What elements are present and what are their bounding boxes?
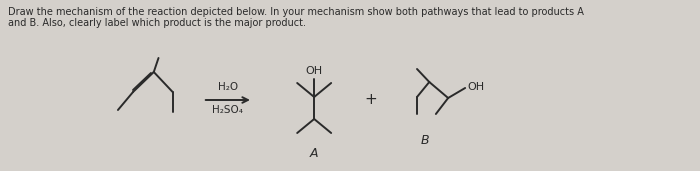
Text: and B. Also, clearly label which product is the major product.: and B. Also, clearly label which product… [8,18,305,28]
Text: OH: OH [306,66,323,76]
Text: A: A [310,147,319,160]
Text: B: B [420,134,429,147]
Text: H₂O: H₂O [218,82,238,92]
Text: +: + [365,93,377,108]
Text: Draw the mechanism of the reaction depicted below. In your mechanism show both p: Draw the mechanism of the reaction depic… [8,7,583,17]
Text: OH: OH [467,82,484,92]
Text: H₂SO₄: H₂SO₄ [212,105,244,115]
